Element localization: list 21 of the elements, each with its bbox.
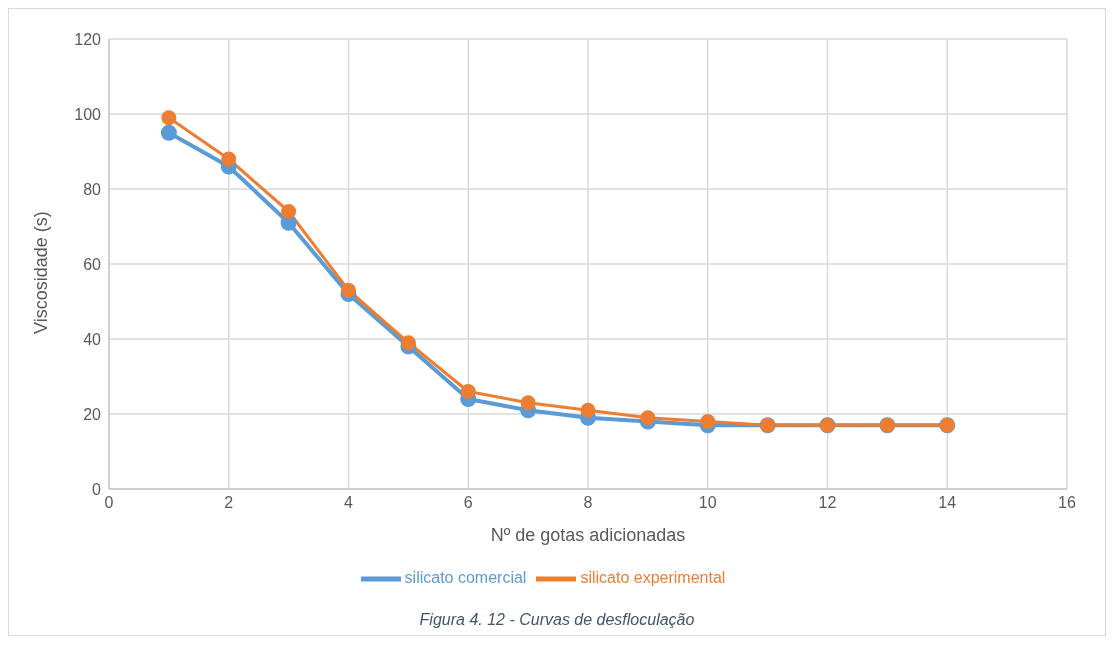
- x-tick-label: 14: [938, 494, 957, 512]
- x-tick-label: 4: [344, 494, 354, 512]
- y-tick-label: 100: [74, 105, 102, 123]
- legend-label: silicato experimental: [580, 569, 726, 587]
- y-tick-label: 80: [83, 180, 102, 198]
- x-tick-label: 2: [224, 494, 234, 512]
- x-tick-label: 10: [698, 494, 717, 512]
- y-axis-title: Viscosidade (s): [31, 211, 52, 334]
- x-axis-title: Nº de gotas adicionadas: [490, 525, 686, 545]
- x-tick-label: 12: [818, 494, 837, 512]
- text: Figura 4. 12 - Curvas de desfloculação: [418, 610, 696, 630]
- x-tick-label: 16: [1058, 494, 1076, 512]
- y-tick-label: 120: [74, 30, 102, 48]
- y-tick-label: 0: [92, 480, 102, 498]
- y-tick-label: 40: [83, 330, 102, 348]
- y-tick-label: 20: [83, 405, 102, 423]
- y-tick-label: 60: [83, 255, 102, 273]
- x-tick-label: 8: [583, 494, 593, 512]
- x-tick-label: 0: [104, 494, 114, 512]
- legend-label: silicato comercial: [404, 569, 527, 587]
- x-tick-label: 6: [463, 494, 473, 512]
